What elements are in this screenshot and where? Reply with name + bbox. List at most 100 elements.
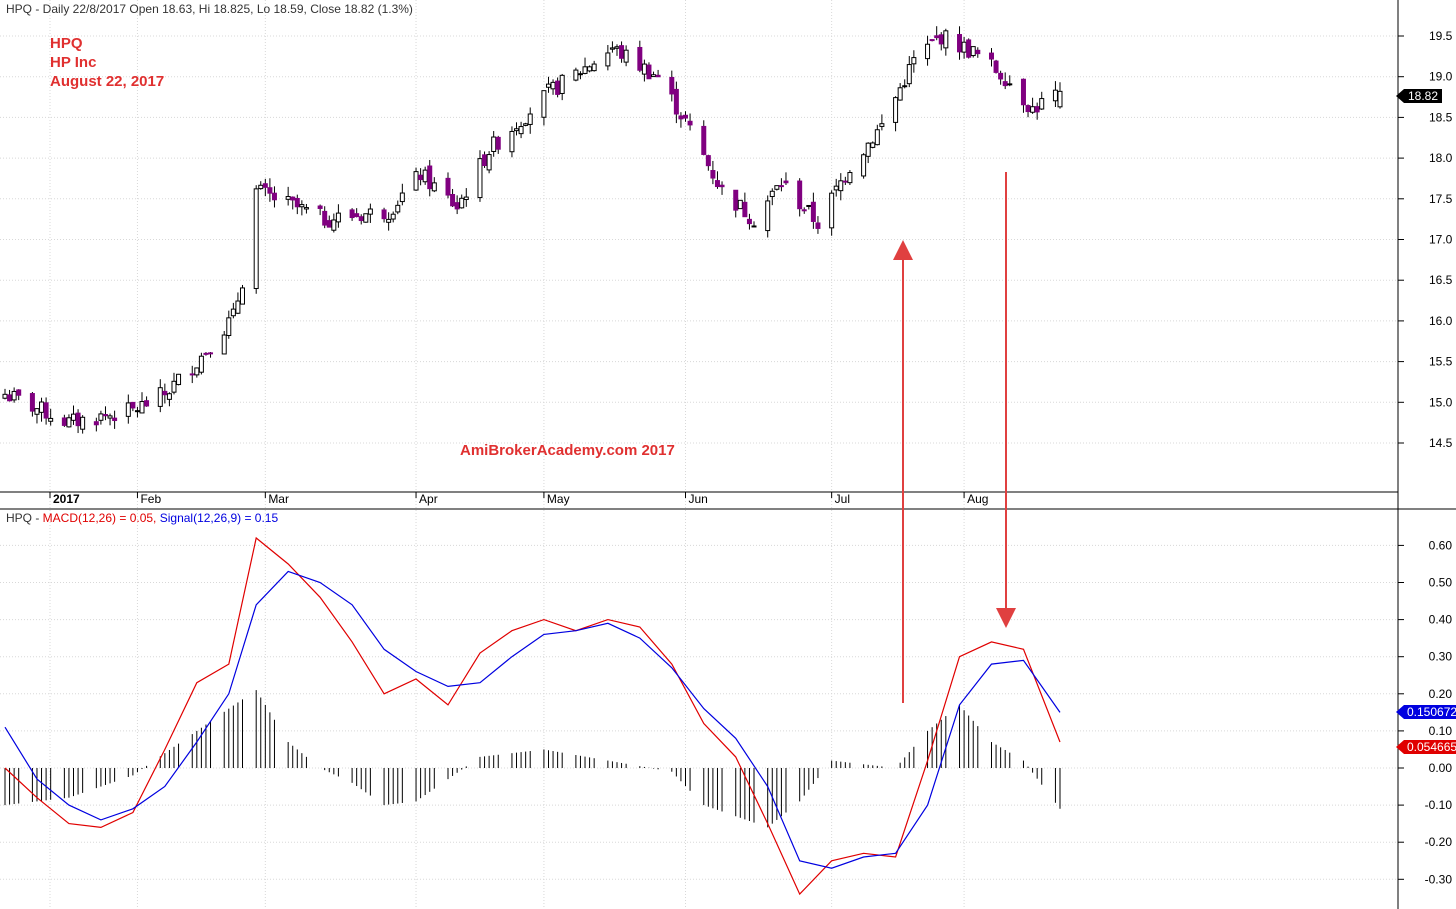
candle: [1002, 72, 1008, 90]
candle: [897, 83, 903, 101]
price-axis-labels: 14.5 15.0 15.5 16.0 16.5 17.0 17.5 18.0 18.5 19.0…: [1398, 29, 1453, 450]
candle-body: [381, 209, 387, 220]
candle: [390, 211, 396, 223]
candle-body: [678, 115, 684, 120]
candle-body: [112, 417, 118, 422]
candle-body: [893, 97, 899, 123]
candle-body: [765, 200, 771, 232]
candle: [162, 383, 168, 404]
macd-value-label: 0.054665: [1407, 740, 1456, 754]
candle: [527, 107, 533, 134]
candle: [842, 176, 848, 185]
chart-date: August 22, 2017: [50, 73, 164, 90]
candle: [171, 372, 177, 395]
candle-body: [162, 390, 168, 396]
candle: [1039, 91, 1045, 110]
candle: [938, 32, 944, 51]
candle: [239, 284, 245, 305]
candle-body: [61, 417, 67, 426]
candle-body: [477, 158, 483, 199]
month-label: Jun: [688, 492, 707, 506]
price-info-line: HPQ - Daily 22/8/2017 Open 18.63, Hi 18.…: [6, 2, 413, 16]
candle-body: [331, 219, 337, 231]
candle-body: [861, 154, 867, 177]
candle: [623, 45, 629, 67]
candle: [765, 195, 771, 238]
candle-body: [1034, 106, 1040, 113]
candle-body: [107, 415, 113, 419]
candle: [176, 373, 182, 386]
candle-body: [797, 180, 803, 210]
last-close-tag: 18.82: [1396, 89, 1442, 103]
candle: [587, 65, 593, 73]
macd-tick-label: 0.20: [1429, 687, 1453, 701]
macd-tick-label: 0.00: [1429, 761, 1453, 775]
candle-body: [943, 30, 949, 49]
candle-body: [541, 90, 547, 118]
candle: [605, 44, 611, 71]
candle: [98, 410, 104, 425]
candle-body: [326, 220, 332, 228]
candle-body: [98, 413, 104, 421]
candle-body: [742, 201, 748, 218]
candle: [637, 40, 643, 73]
candle: [253, 185, 259, 294]
candle: [1034, 102, 1040, 120]
candle-body: [7, 394, 13, 402]
candle: [399, 183, 405, 206]
candle-body: [363, 213, 369, 223]
candle: [139, 392, 145, 414]
candle: [34, 408, 40, 424]
candle: [459, 194, 465, 209]
candle-body: [514, 128, 520, 132]
candle-body: [833, 185, 839, 191]
candle-body: [317, 205, 323, 209]
candle: [893, 96, 899, 132]
candle: [317, 204, 323, 216]
price-tick-label: 19.5: [1429, 29, 1453, 43]
candle: [66, 414, 72, 428]
candle: [769, 188, 775, 206]
price-panel: [0, 0, 1398, 490]
price-tick-label: 19.0: [1429, 70, 1453, 84]
candle-body: [1007, 83, 1013, 86]
candle: [651, 71, 657, 78]
candle-body: [897, 87, 903, 101]
signal-value-label: 0.150672: [1407, 705, 1456, 719]
candle-body: [673, 88, 679, 115]
candle: [71, 405, 77, 425]
candle-body: [171, 380, 177, 393]
candle-body: [198, 355, 204, 373]
candle: [751, 221, 757, 228]
candle-body: [459, 197, 465, 209]
candle: [221, 330, 227, 355]
candle-body: [609, 47, 615, 50]
candle: [16, 389, 22, 401]
candle-body: [322, 210, 328, 226]
candle-body: [189, 373, 195, 376]
candle-body: [66, 417, 72, 428]
candle-body: [1025, 105, 1031, 113]
candle-body: [778, 185, 784, 188]
candle: [829, 190, 835, 236]
candle: [482, 151, 488, 168]
candle: [363, 213, 369, 223]
candle-body: [509, 130, 515, 153]
candle: [11, 387, 17, 403]
candle: [550, 79, 556, 95]
candle: [454, 195, 460, 215]
candle: [271, 186, 277, 208]
chart-symbol: HPQ: [50, 35, 83, 52]
candle-body: [847, 172, 853, 184]
candle-body: [998, 72, 1004, 80]
month-label: Aug: [967, 492, 988, 506]
candle-body: [641, 63, 647, 75]
candle-body: [733, 189, 739, 211]
candle: [619, 41, 625, 63]
candle: [477, 150, 483, 202]
candle-body: [176, 373, 182, 386]
candle-body: [11, 390, 17, 401]
candle-body: [134, 410, 140, 413]
candle: [682, 111, 688, 122]
